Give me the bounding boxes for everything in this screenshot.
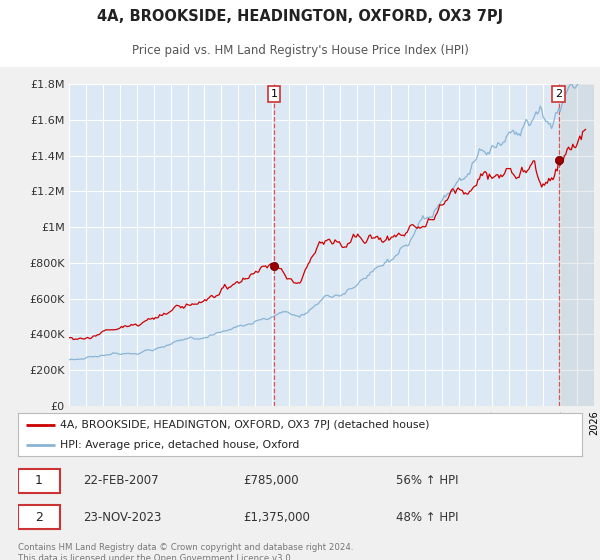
Text: 56% ↑ HPI: 56% ↑ HPI	[396, 474, 458, 487]
Text: £1,375,000: £1,375,000	[244, 511, 310, 524]
Text: £785,000: £785,000	[244, 474, 299, 487]
Text: Contains HM Land Registry data © Crown copyright and database right 2024.
This d: Contains HM Land Registry data © Crown c…	[18, 543, 353, 560]
Text: 23-NOV-2023: 23-NOV-2023	[83, 511, 161, 524]
Text: 1: 1	[271, 89, 278, 99]
FancyBboxPatch shape	[18, 469, 60, 493]
Text: 2: 2	[35, 511, 43, 524]
Text: 22-FEB-2007: 22-FEB-2007	[83, 474, 158, 487]
Text: HPI: Average price, detached house, Oxford: HPI: Average price, detached house, Oxfo…	[60, 440, 299, 450]
Text: 48% ↑ HPI: 48% ↑ HPI	[396, 511, 458, 524]
FancyBboxPatch shape	[18, 505, 60, 529]
Text: 1: 1	[35, 474, 43, 487]
Text: 4A, BROOKSIDE, HEADINGTON, OXFORD, OX3 7PJ: 4A, BROOKSIDE, HEADINGTON, OXFORD, OX3 7…	[97, 10, 503, 24]
Text: 2: 2	[555, 89, 562, 99]
Bar	[559, 84, 594, 406]
Text: Price paid vs. HM Land Registry's House Price Index (HPI): Price paid vs. HM Land Registry's House …	[131, 44, 469, 57]
Text: 4A, BROOKSIDE, HEADINGTON, OXFORD, OX3 7PJ (detached house): 4A, BROOKSIDE, HEADINGTON, OXFORD, OX3 7…	[60, 419, 430, 430]
